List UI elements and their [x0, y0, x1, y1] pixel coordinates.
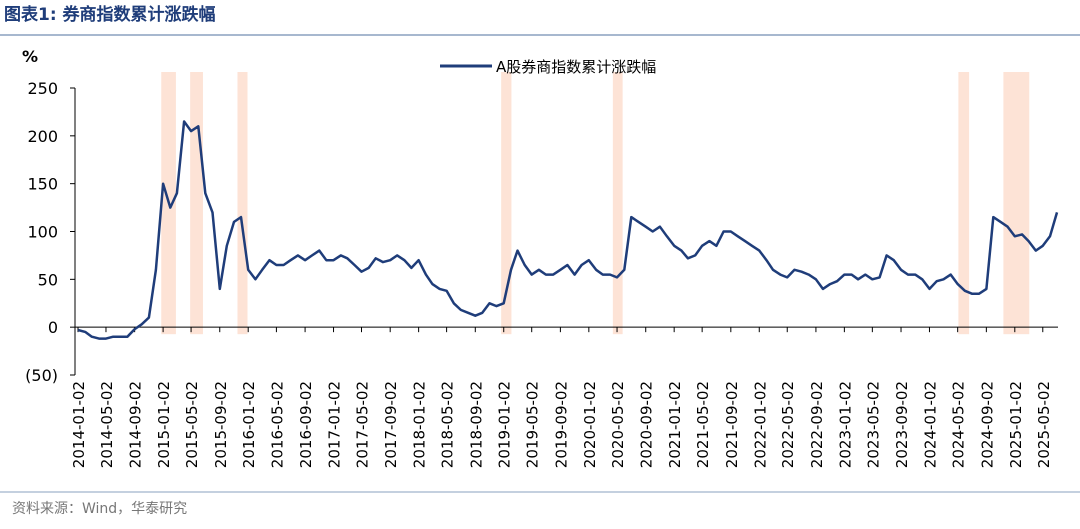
highlight-band: [958, 72, 970, 335]
x-tick-label: 2023-05-02: [864, 381, 882, 468]
x-tick-label: 2025-05-02: [1035, 381, 1053, 468]
figure-title: 图表1: 券商指数累计涨跌幅: [4, 4, 216, 25]
x-tick-label: 2014-01-02: [70, 381, 88, 468]
x-tick-label: 2022-05-02: [779, 381, 797, 468]
x-tick-label: 2016-09-02: [297, 381, 315, 468]
x-tick-label: 2019-09-02: [552, 381, 570, 468]
x-tick-label: 2014-05-02: [98, 381, 116, 468]
x-tick-label: 2021-01-02: [666, 381, 684, 468]
x-tick-label: 2019-05-02: [524, 381, 542, 468]
y-tick-label: 250: [27, 79, 58, 98]
x-tick-label: 2017-09-02: [382, 381, 400, 468]
highlight-band: [501, 72, 512, 335]
x-tick-label: 2023-01-02: [836, 381, 854, 468]
data-line: [77, 120, 1059, 340]
x-tick-label: 2017-01-02: [326, 381, 344, 468]
x-tick-label: 2016-05-02: [268, 381, 286, 468]
highlight-band: [190, 72, 203, 335]
x-tick-label: 2020-01-02: [581, 381, 599, 468]
y-tick-label: (50): [25, 366, 58, 385]
y-axis-label: %: [22, 47, 38, 66]
legend-label: A股券商指数累计涨跌幅: [496, 58, 656, 76]
y-tick-label: 200: [27, 127, 58, 146]
x-tick-label: 2015-01-02: [155, 381, 173, 468]
x-tick-label: 2015-09-02: [212, 381, 230, 468]
highlight-band: [612, 72, 623, 335]
x-tick-label: 2023-09-02: [893, 381, 911, 468]
source-note: 资料来源：Wind，华泰研究: [12, 501, 187, 517]
x-tick-label: 2024-01-02: [921, 381, 939, 468]
x-tick-label: 2022-09-02: [808, 381, 826, 468]
y-tick-label: 50: [38, 270, 58, 289]
highlight-band: [237, 72, 248, 335]
x-tick-label: 2020-09-02: [638, 381, 656, 468]
x-tick-label: 2014-09-02: [127, 381, 145, 468]
x-tick-label: 2018-01-02: [411, 381, 429, 468]
y-tick-label: 100: [27, 223, 58, 242]
x-tick-label: 2017-05-02: [354, 381, 372, 468]
x-tick-label: 2021-09-02: [723, 381, 741, 468]
y-tick-label: 150: [27, 175, 58, 194]
x-tick-label: 2020-05-02: [609, 381, 627, 468]
x-tick-label: 2018-09-02: [467, 381, 485, 468]
x-tick-label: 2024-05-02: [950, 381, 968, 468]
x-tick-label: 2015-05-02: [183, 381, 201, 468]
x-tick-label: 2018-05-02: [439, 381, 457, 468]
x-tick-label: 2016-01-02: [240, 381, 258, 468]
x-tick-label: 2021-05-02: [694, 381, 712, 468]
x-tick-label: 2025-01-02: [1007, 381, 1025, 468]
x-tick-label: 2024-09-02: [978, 381, 996, 468]
highlight-band: [1003, 72, 1030, 335]
x-tick-label: 2019-01-02: [496, 381, 514, 468]
x-tick-label: 2022-01-02: [751, 381, 769, 468]
y-tick-label: 0: [48, 318, 58, 337]
